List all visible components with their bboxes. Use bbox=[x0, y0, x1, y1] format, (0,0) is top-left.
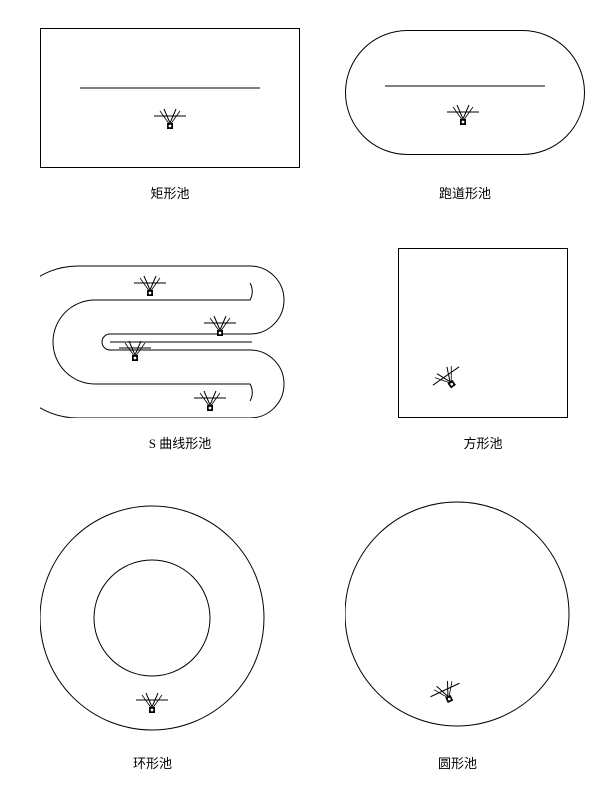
cell-circle bbox=[345, 498, 570, 738]
aerator-icon bbox=[154, 109, 186, 129]
shape-ring bbox=[40, 495, 265, 740]
label-rect: 矩形池 bbox=[40, 183, 300, 202]
cell-rect bbox=[40, 28, 300, 168]
cell-stadium bbox=[345, 30, 585, 155]
label-circle: 圆形池 bbox=[345, 753, 570, 772]
aerator-icon bbox=[119, 341, 151, 361]
cell-ring bbox=[40, 495, 265, 740]
aerator-icon bbox=[194, 391, 226, 411]
aerator-icon bbox=[428, 677, 465, 709]
label-ring: 环形池 bbox=[40, 753, 265, 772]
aerator-icon bbox=[136, 693, 168, 713]
aerator-icon bbox=[429, 361, 467, 396]
cell-scurve bbox=[40, 248, 320, 418]
aerator-icon bbox=[134, 276, 166, 296]
shape-scurve bbox=[40, 248, 320, 418]
shape-circle bbox=[345, 498, 570, 738]
aerator-icon bbox=[447, 105, 479, 125]
label-stadium: 跑道形池 bbox=[345, 183, 585, 202]
aerator-icon bbox=[204, 316, 236, 336]
label-scurve: S 曲线形池 bbox=[40, 433, 320, 452]
shape-square bbox=[398, 248, 568, 418]
cell-square bbox=[398, 248, 568, 418]
shape-rect bbox=[40, 28, 300, 168]
diagram-page: 矩形池 跑道形池 S 曲线形池 bbox=[0, 0, 604, 785]
label-square: 方形池 bbox=[398, 433, 568, 452]
shape-stadium bbox=[345, 30, 585, 155]
